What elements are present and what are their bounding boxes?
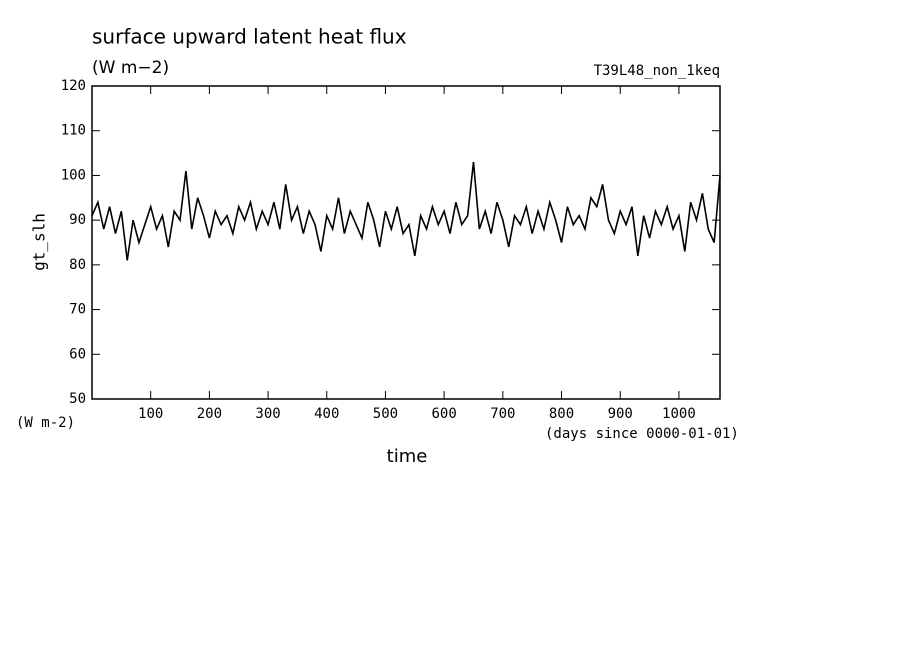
y-tick-label: 50 xyxy=(69,391,86,407)
x-tick-label: 400 xyxy=(314,406,339,422)
y-axis-label: gt_slh xyxy=(30,213,49,271)
x-tick-label: 700 xyxy=(490,406,515,422)
x-tick-label: 300 xyxy=(255,406,280,422)
x-tick-label: 600 xyxy=(432,406,457,422)
y-tick-label: 110 xyxy=(61,123,86,139)
y-tick-label: 120 xyxy=(61,78,86,94)
x-tick-label: 200 xyxy=(197,406,222,422)
annotation: T39L48_non_1keq xyxy=(594,63,720,79)
x-axis-unit: (days since 0000-01-01) xyxy=(545,426,739,442)
plot-frame xyxy=(91,85,721,400)
y-axis-unit: (W m-2) xyxy=(16,415,75,431)
x-tick-label: 100 xyxy=(138,406,163,422)
data-line xyxy=(91,161,721,261)
x-tick-label: 900 xyxy=(608,406,633,422)
x-tick-label: 1000 xyxy=(662,406,696,422)
y-tick-label: 70 xyxy=(69,302,86,318)
y-tick-label: 100 xyxy=(61,167,86,183)
y-tick-label: 60 xyxy=(69,346,86,362)
chart-title: surface upward latent heat flux xyxy=(92,25,407,49)
x-axis-label: time xyxy=(387,446,428,467)
x-tick-label: 500 xyxy=(373,406,398,422)
y-tick-label: 80 xyxy=(69,257,86,273)
chart-subtitle: (W m−2) xyxy=(92,58,169,78)
x-tick-label: 800 xyxy=(549,406,574,422)
y-tick-label: 90 xyxy=(69,212,86,228)
